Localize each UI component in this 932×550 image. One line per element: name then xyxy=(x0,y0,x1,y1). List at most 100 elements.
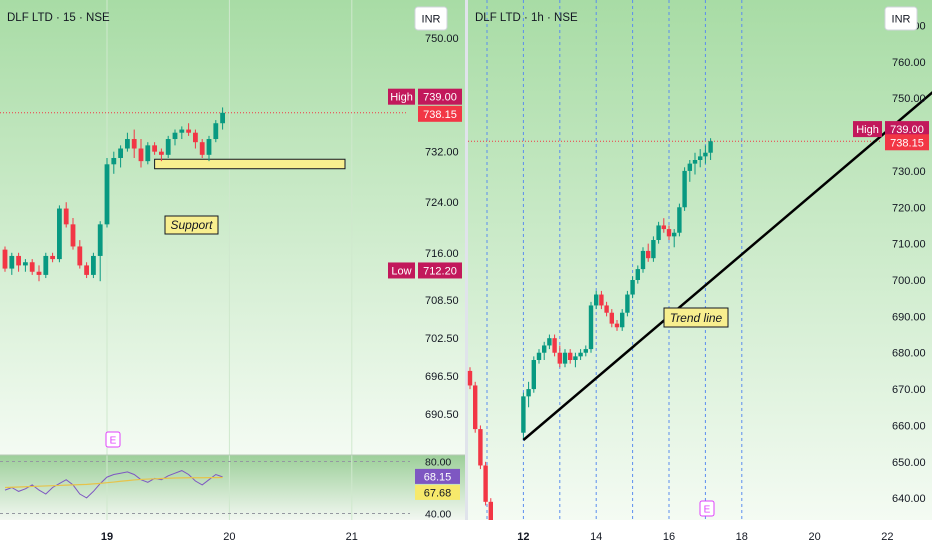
right-high-value-text: 739.00 xyxy=(890,124,924,136)
left-candle[interactable] xyxy=(220,112,225,124)
right-candle[interactable] xyxy=(578,352,583,357)
left-candle[interactable] xyxy=(179,129,185,133)
right-candle[interactable] xyxy=(467,370,473,386)
left-candle[interactable] xyxy=(9,255,15,269)
left-candle[interactable] xyxy=(138,148,144,162)
right-candle[interactable] xyxy=(640,250,646,270)
right-candle[interactable] xyxy=(620,312,625,328)
left-candle[interactable] xyxy=(104,164,110,225)
right-candle[interactable] xyxy=(478,429,483,466)
panel-divider[interactable] xyxy=(465,0,468,550)
left-candle[interactable] xyxy=(36,271,42,275)
left-candle[interactable] xyxy=(165,139,171,155)
rsi-line[interactable] xyxy=(4,470,223,499)
right-candle[interactable] xyxy=(594,294,599,306)
right-candle[interactable] xyxy=(635,269,640,280)
right-candle[interactable] xyxy=(542,345,547,353)
left-candle[interactable] xyxy=(118,148,123,158)
right-y-tick: 710.00 xyxy=(892,239,926,251)
right-y-tick: 760.00 xyxy=(892,57,926,69)
right-candle[interactable] xyxy=(473,385,478,430)
left-candle[interactable] xyxy=(77,246,83,266)
rsi-ma-line[interactable] xyxy=(4,476,223,489)
right-trend-line[interactable] xyxy=(522,91,932,441)
left-candle[interactable] xyxy=(2,249,8,269)
left-candle[interactable] xyxy=(125,139,130,149)
right-candle[interactable] xyxy=(573,356,578,360)
left-candle[interactable] xyxy=(131,139,137,149)
right-candle[interactable] xyxy=(521,396,526,433)
right-candle[interactable] xyxy=(625,294,630,313)
right-candle[interactable] xyxy=(708,141,713,153)
right-candle[interactable] xyxy=(646,250,651,259)
left-candle[interactable] xyxy=(206,139,212,155)
right-candle[interactable] xyxy=(651,240,656,259)
left-candle[interactable] xyxy=(84,265,89,275)
right-candle[interactable] xyxy=(703,152,708,157)
left-candle[interactable] xyxy=(63,208,69,225)
right-chart-background xyxy=(468,0,932,520)
left-candle[interactable] xyxy=(43,255,49,275)
left-candle[interactable] xyxy=(172,132,178,140)
right-currency-button[interactable]: INR xyxy=(884,6,918,31)
right-candle[interactable] xyxy=(562,352,568,364)
right-candle[interactable] xyxy=(557,352,562,364)
right-candle[interactable] xyxy=(531,360,536,390)
right-candle[interactable] xyxy=(682,170,687,208)
left-candle[interactable] xyxy=(97,224,103,256)
left-candle[interactable] xyxy=(186,129,191,133)
left-candle[interactable] xyxy=(91,255,96,275)
right-candle[interactable] xyxy=(609,312,614,324)
left-support-zone[interactable] xyxy=(154,158,346,170)
left-candle[interactable] xyxy=(193,132,198,143)
right-candle[interactable] xyxy=(483,465,488,502)
right-candle[interactable] xyxy=(672,232,677,237)
left-currency-button[interactable]: INR xyxy=(414,6,448,31)
right-candle[interactable] xyxy=(666,229,672,237)
left-support-annotation[interactable]: Support xyxy=(164,215,219,235)
right-chart-panel[interactable]: 770.00760.00750.00730.00720.00710.00700.… xyxy=(467,0,932,550)
right-candle[interactable] xyxy=(630,280,635,295)
right-candle[interactable] xyxy=(599,294,604,306)
right-candle[interactable] xyxy=(552,338,557,353)
right-candle[interactable] xyxy=(547,338,552,346)
right-candle[interactable] xyxy=(488,501,493,531)
left-candle[interactable] xyxy=(16,255,21,266)
left-candle[interactable] xyxy=(57,208,62,260)
right-currency-label: INR xyxy=(892,14,911,26)
left-candle[interactable] xyxy=(29,262,35,272)
left-candle[interactable] xyxy=(213,123,219,140)
left-chart-panel[interactable]: 80.00 40.00 68.15 67.68 750.00 732.00 724.00 7… xyxy=(0,0,465,521)
left-candle[interactable] xyxy=(70,224,76,247)
right-candle[interactable] xyxy=(588,305,594,350)
left-candle[interactable] xyxy=(111,157,117,165)
left-y-tick: 708.50 xyxy=(425,295,459,307)
right-candle[interactable] xyxy=(568,352,573,360)
right-candle[interactable] xyxy=(687,163,692,171)
left-low-value xyxy=(418,262,462,279)
right-candle[interactable] xyxy=(698,156,703,160)
rsi-value-text: 68.15 xyxy=(424,471,452,483)
right-x-tick-20: 20 xyxy=(808,531,820,543)
left-chart-background xyxy=(0,0,465,455)
left-candle[interactable] xyxy=(50,255,55,260)
right-candle[interactable] xyxy=(661,225,666,230)
left-candle[interactable] xyxy=(145,145,151,162)
right-candle[interactable] xyxy=(692,160,698,164)
left-candle[interactable] xyxy=(199,142,205,155)
left-candle[interactable] xyxy=(152,145,157,152)
left-candle[interactable] xyxy=(159,151,164,155)
right-candle[interactable] xyxy=(526,389,531,397)
right-candle[interactable] xyxy=(656,225,661,240)
right-candle[interactable] xyxy=(536,352,542,360)
left-candle[interactable] xyxy=(23,262,28,266)
left-earnings-marker[interactable]: E xyxy=(105,431,121,448)
right-earnings-marker[interactable]: E xyxy=(699,500,715,517)
right-x-tick-18: 18 xyxy=(736,531,748,543)
right-candle[interactable] xyxy=(614,323,620,328)
right-trendline-annotation[interactable]: Trend line xyxy=(663,307,729,328)
right-candle[interactable] xyxy=(677,207,682,233)
right-candle[interactable] xyxy=(604,305,609,313)
right-candle[interactable] xyxy=(583,349,588,353)
time-axis-strip[interactable] xyxy=(0,520,932,550)
